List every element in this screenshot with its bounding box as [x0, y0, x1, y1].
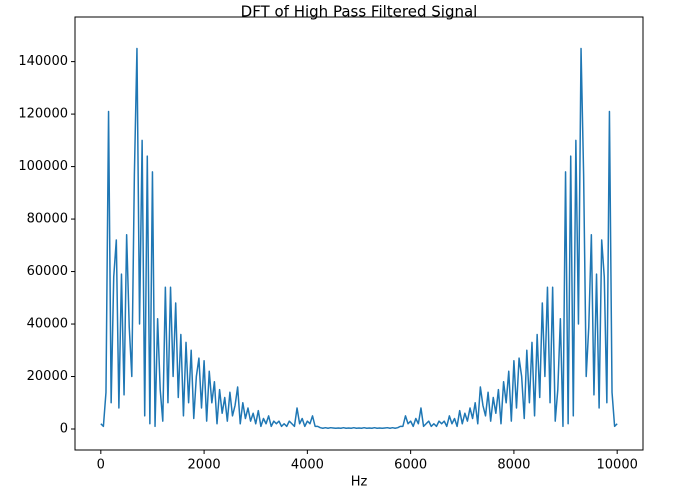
y-tick-label: 40000 — [27, 317, 68, 332]
x-tick-label: 0 — [97, 458, 105, 473]
y-tick-label: 60000 — [27, 264, 68, 279]
plot-frame — [74, 16, 644, 451]
x-tick-label: 10000 — [597, 458, 638, 473]
y-tick-label: 0 — [60, 422, 68, 437]
x-tick-label: 2000 — [188, 458, 221, 473]
y-tick-label: 100000 — [18, 159, 68, 174]
y-tick-label: 20000 — [27, 369, 68, 384]
y-tick-label: 140000 — [18, 54, 68, 69]
chart-title: DFT of High Pass Filtered Signal — [241, 3, 478, 21]
data-line — [100, 47, 618, 429]
x-tick-label: 6000 — [394, 458, 427, 473]
x-axis-label: Hz — [351, 475, 368, 490]
x-tick-label: 4000 — [291, 458, 324, 473]
y-tick-label: 80000 — [27, 212, 68, 227]
y-tick-label: 120000 — [18, 107, 68, 122]
x-tick-label: 8000 — [497, 458, 530, 473]
